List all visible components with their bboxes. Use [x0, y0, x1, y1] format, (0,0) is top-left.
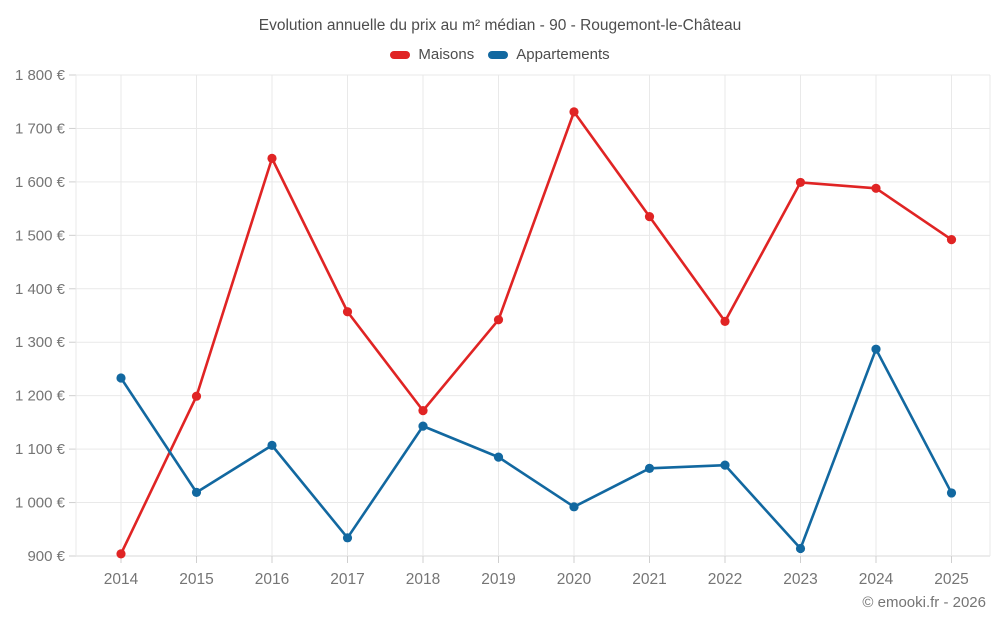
svg-text:1 400 €: 1 400 € [15, 281, 66, 298]
svg-text:1 200 €: 1 200 € [15, 388, 66, 405]
svg-text:900 €: 900 € [27, 548, 65, 565]
svg-text:1 800 €: 1 800 € [15, 67, 66, 84]
maisons-swatch-icon [390, 50, 411, 59]
svg-text:2015: 2015 [179, 571, 213, 588]
svg-text:1 600 €: 1 600 € [15, 174, 66, 191]
svg-text:2019: 2019 [481, 571, 515, 588]
svg-text:2014: 2014 [104, 571, 139, 588]
svg-text:1 300 €: 1 300 € [15, 334, 66, 351]
chart-title: Evolution annuelle du prix au m² médian … [258, 17, 742, 34]
legend-label-appartements: Appartements [516, 46, 610, 63]
chart-legend: Maisons Appartements [0, 46, 1000, 63]
legend-item-maisons[interactable]: Maisons [390, 46, 474, 63]
chart-credit: © emooki.fr - 2026 [862, 594, 986, 611]
svg-text:1 700 €: 1 700 € [15, 120, 66, 137]
legend-label-maisons: Maisons [418, 46, 475, 63]
svg-text:1 100 €: 1 100 € [15, 441, 66, 458]
svg-text:2020: 2020 [557, 571, 592, 588]
legend-item-appartements[interactable]: Appartements [488, 46, 610, 63]
svg-text:1 500 €: 1 500 € [15, 227, 66, 244]
svg-text:2018: 2018 [406, 571, 440, 588]
svg-text:2023: 2023 [783, 571, 817, 588]
svg-text:2022: 2022 [708, 571, 742, 588]
svg-text:2016: 2016 [255, 571, 289, 588]
svg-text:2021: 2021 [632, 571, 666, 588]
svg-text:2025: 2025 [934, 571, 968, 588]
svg-text:2024: 2024 [859, 571, 894, 588]
appartements-swatch-icon [488, 50, 509, 59]
svg-text:1 000 €: 1 000 € [15, 495, 66, 512]
svg-text:2017: 2017 [330, 571, 364, 588]
